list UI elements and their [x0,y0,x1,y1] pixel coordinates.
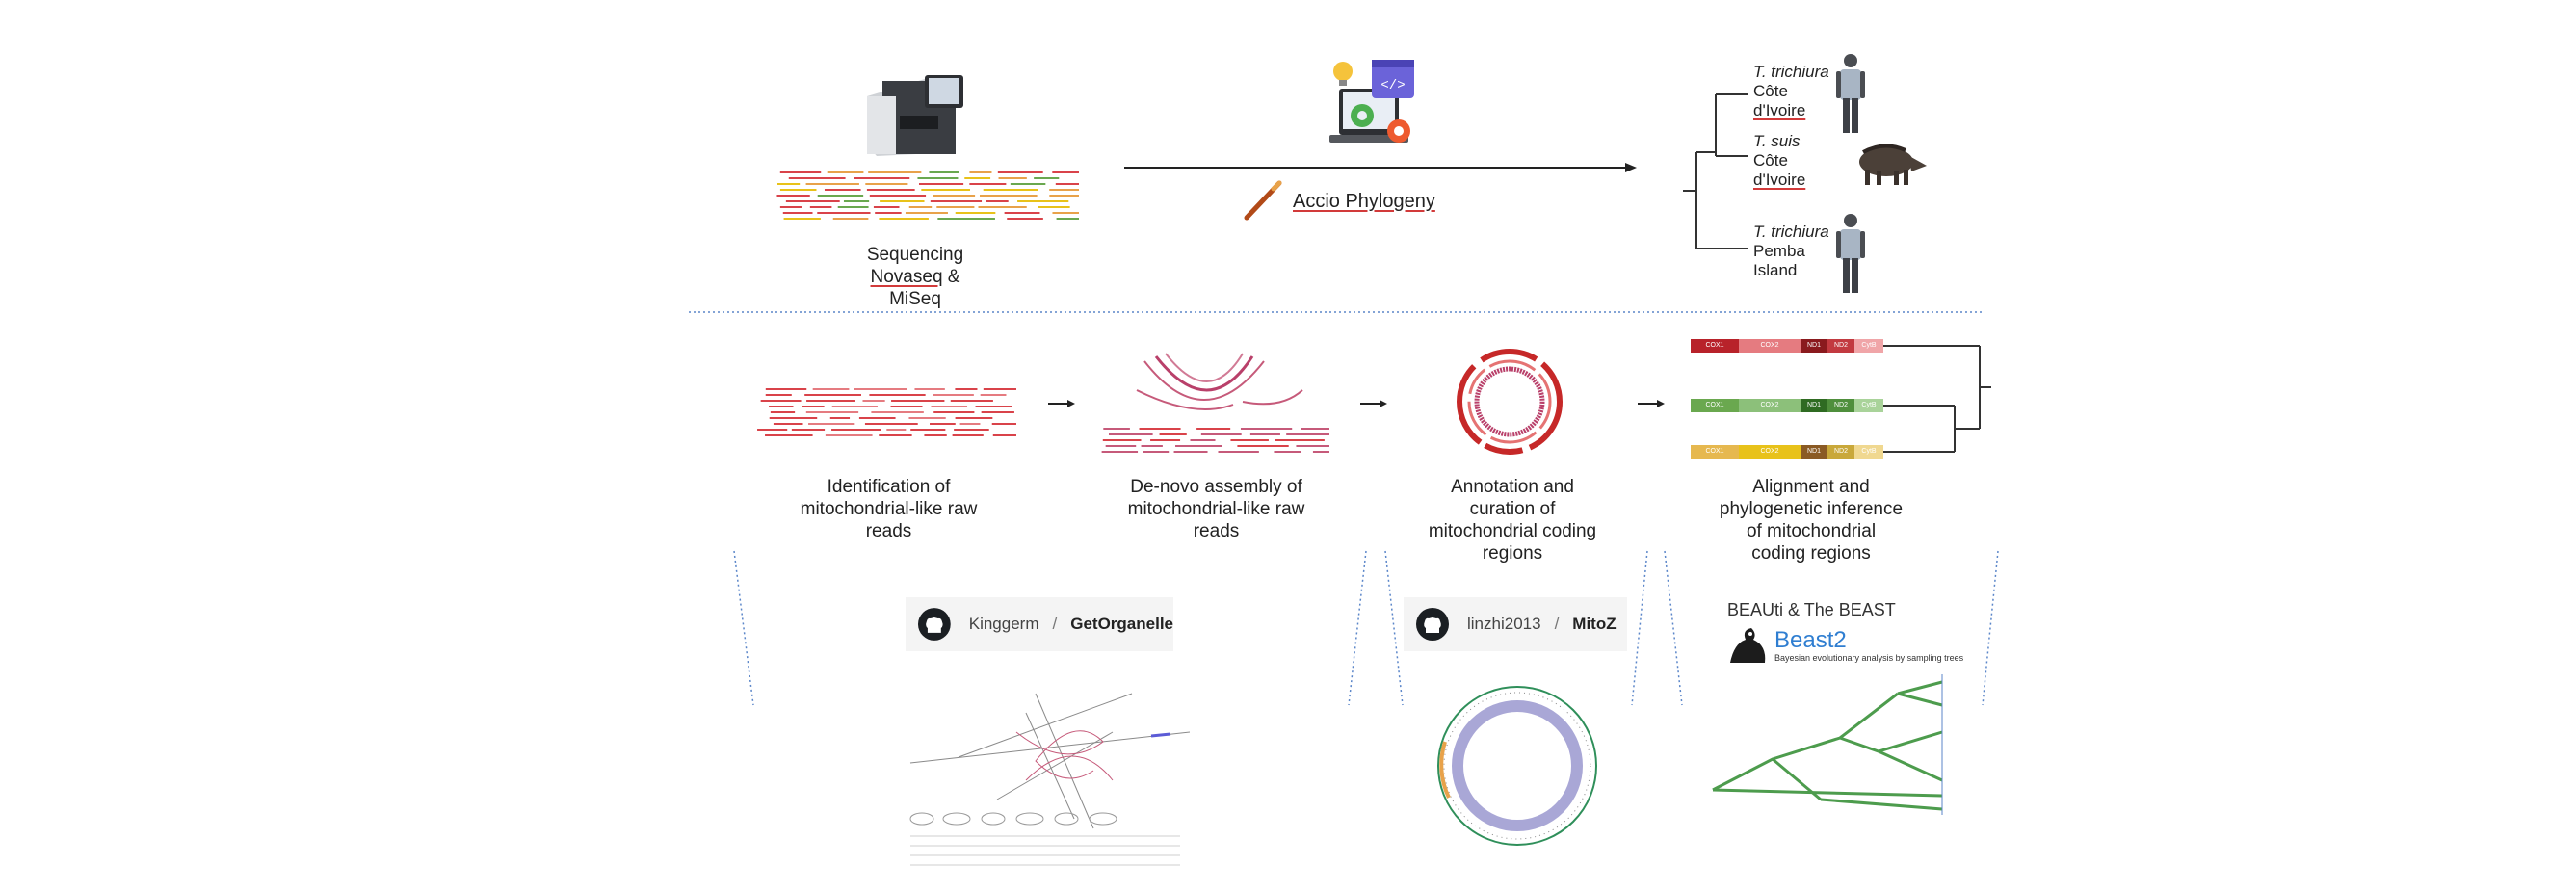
gene-bar-red: COX1 COX2 ND1 ND2 CytB [1691,339,1883,353]
step-2-line2: mitochondrial-like raw [1127,499,1305,519]
boar-icon [1859,144,1927,185]
taxon-1-loc2: d'Ivoire [1753,101,1806,119]
taxon-1-loc1: Côte [1753,82,1788,100]
mitoz-repo: MitoZ [1572,615,1617,633]
step-2-line3: reads [1193,521,1240,541]
gene-nd1: ND1 [1801,445,1827,459]
gene-nd1: ND1 [1801,399,1827,412]
beast-logo-icon [1730,628,1766,663]
human-icon [1836,214,1865,293]
top-phylogeny-tree [1683,93,1748,249]
taxon-3-species: T. trichiura [1753,223,1829,241]
getorganelle-sep: / [1052,615,1058,633]
step-1-label: Identification of mitochondrial-like raw… [771,476,1007,542]
taxon-3-loc2: Island [1753,261,1798,279]
github-icon [917,608,951,641]
taxon-2-species: T. suis [1753,132,1801,150]
gene-cytb: CytB [1854,445,1883,459]
accio-text: Accio Phylogeny [1293,191,1435,212]
step-3-line3: mitochondrial coding [1428,521,1597,541]
getorganelle-repo: GetOrganelle [1070,615,1173,633]
gene-nd2: ND2 [1827,445,1854,459]
svg-text:</>: </> [1380,78,1405,93]
step-2-line1: De-novo assembly of [1130,477,1302,497]
wand-icon [1244,180,1282,221]
gene-bar-green: COX1 COX2 ND1 ND2 CytB [1691,399,1883,412]
section-divider [689,311,1985,313]
taxon-2: T. suis Côte d'Ivoire [1753,132,1805,190]
beast-tree-plot [1712,674,1943,815]
gene-cox1: COX1 [1691,339,1739,353]
step-arrow [1638,400,1665,407]
step-1-line3: reads [865,521,912,541]
sequencing-novaseq: Novaseq [870,267,943,287]
step-3-label: Annotation and curation of mitochondrial… [1402,476,1623,564]
sequencing-label: Sequencing Novaseq & MiSeq [848,244,983,310]
taxon-3: T. trichiura Pemba Island [1753,223,1829,280]
github-getorganelle[interactable]: Kinggerm / GetOrganelle [906,597,1173,651]
gene-cox1: COX1 [1691,399,1739,412]
github-icon [1416,608,1449,641]
mitoz-sep: / [1554,615,1560,633]
gene-cox1: COX1 [1691,445,1739,459]
taxon-1: T. trichiura Côte d'Ivoire [1753,63,1829,120]
mitoz-circular-plot [1437,686,1597,846]
annotation-circle [1457,349,1563,455]
taxon-2-loc1: Côte [1753,151,1788,170]
assembly-graphic [1101,353,1329,453]
step-4-label: Alignment and phylogenetic inference of … [1700,476,1922,564]
beast-name: Beast2 [1774,627,1847,653]
accio-label: Accio Phylogeny [1293,190,1435,213]
step-2-label: De-novo assembly of mitochondrial-like r… [1098,476,1334,542]
sequencer-icon [867,75,963,156]
step-4-line1: Alignment and [1752,477,1870,497]
gene-nd2: ND2 [1827,339,1854,353]
gene-bar-yellow: COX1 COX2 ND1 ND2 CytB [1691,445,1883,459]
step-arrow [1048,400,1075,407]
taxon-1-species: T. trichiura [1753,63,1829,81]
pipeline-arrow [1124,163,1637,172]
sequencing-amp: & [942,267,960,287]
getorganelle-user: Kinggerm [968,615,1039,633]
step-1-line2: mitochondrial-like raw [800,499,978,519]
step-3-line1: Annotation and [1451,477,1574,497]
step-4-line2: phylogenetic inference [1719,499,1904,519]
step-3-line4: regions [1482,543,1543,564]
sequencing-line1: Sequencing [866,245,964,265]
sequencing-reads [776,171,1079,220]
github-mitoz[interactable]: linzhi2013 / MitoZ [1404,597,1627,651]
taxon-3-loc1: Pemba [1753,242,1805,260]
gene-tree [1883,345,1991,453]
human-icon [1836,54,1865,133]
step-4-line4: coding regions [1751,543,1871,564]
gene-cox2: COX2 [1739,445,1801,459]
raw-reads-graphic [757,388,1016,436]
gene-cytb: CytB [1854,399,1883,412]
gene-nd2: ND2 [1827,399,1854,412]
beast-tagline: Bayesian evolutionary analysis by sampli… [1774,653,1964,663]
assembly-graph-plot [909,693,1190,866]
gene-nd1: ND1 [1801,339,1827,353]
step-3-line2: curation of [1469,499,1556,519]
gene-cytb: CytB [1854,339,1883,353]
sequencing-line3: MiSeq [889,289,941,309]
step-1-line1: Identification of [827,477,951,497]
software-icon: </> [1329,60,1414,143]
step-4-line3: of mitochondrial [1746,521,1877,541]
mitoz-user: linzhi2013 [1467,615,1541,633]
beast-title: BEAUti & The BEAST [1727,600,1896,619]
gene-cox2: COX2 [1739,339,1801,353]
step-arrow [1360,400,1387,407]
gene-cox2: COX2 [1739,399,1801,412]
taxon-2-loc2: d'Ivoire [1753,171,1806,189]
